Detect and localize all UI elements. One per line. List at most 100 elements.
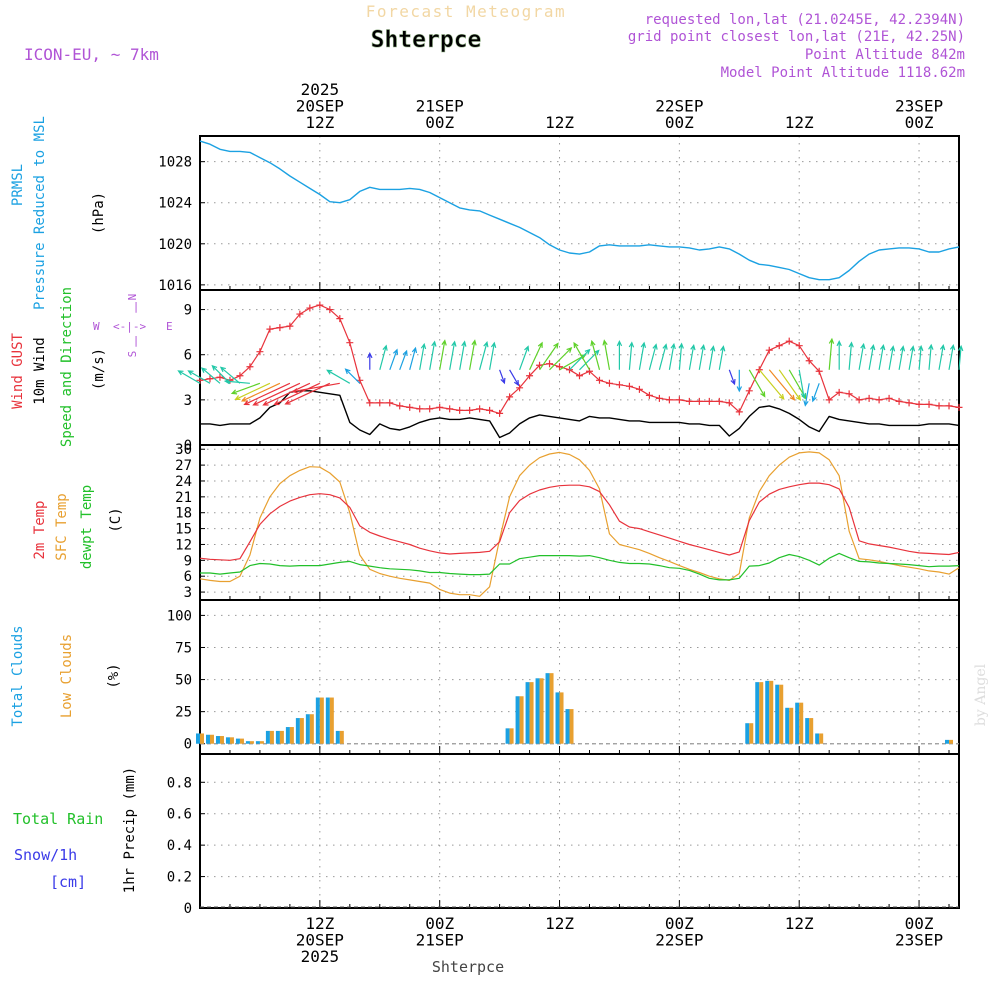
- requested-coords: requested lon,lat (21.0245E, 42.2394N): [645, 12, 965, 28]
- gust-marker: [516, 384, 524, 392]
- low-clouds-bar: [949, 739, 954, 744]
- gust-marker: [236, 372, 244, 380]
- compass-horizontal: <-|->: [113, 320, 146, 333]
- temp-label-2m: 2m Temp: [32, 500, 48, 559]
- total-clouds-bar: [215, 736, 220, 744]
- low-clouds-bar: [319, 697, 324, 744]
- wind-arrow: [758, 369, 785, 400]
- total-clouds-bar: [295, 718, 300, 744]
- wind-arrow: [918, 344, 924, 370]
- wind-arrow: [928, 343, 934, 370]
- wind-arrow: [326, 369, 351, 384]
- wind-arrow: [668, 342, 676, 370]
- low-clouds-bar: [769, 680, 774, 744]
- gust-marker: [246, 363, 254, 371]
- gust-marker: [266, 325, 274, 333]
- gust-marker: [366, 399, 374, 407]
- gust-marker: [326, 306, 334, 314]
- wind-arrow: [459, 340, 467, 370]
- gust-marker: [306, 304, 314, 312]
- low-clouds-bar: [209, 734, 214, 744]
- wind-label-speed-dir: Speed and Direction: [59, 287, 75, 447]
- gust-marker: [426, 405, 434, 413]
- total-clouds-bar: [515, 696, 520, 744]
- wind-arrow: [367, 352, 373, 370]
- wind-arrow: [868, 343, 876, 370]
- temp-ytick-label: 24: [175, 474, 192, 490]
- gust-marker: [486, 406, 494, 414]
- wind-arrow: [519, 345, 530, 371]
- total-clouds-bar: [265, 730, 270, 744]
- bottom-time-label: 22SEP: [655, 931, 703, 950]
- gust-marker: [645, 391, 653, 399]
- total-clouds-bar: [775, 684, 780, 744]
- top-time-label: 22SEP: [655, 97, 703, 116]
- total-clouds-bar: [325, 697, 330, 744]
- gust-marker: [446, 405, 454, 413]
- pressure-frame: [199, 135, 960, 291]
- compass-south: S: [126, 351, 139, 358]
- gust-marker: [785, 337, 793, 345]
- total-clouds-bar: [795, 702, 800, 744]
- wind-arrow: [200, 367, 221, 384]
- compass-west: W: [93, 320, 100, 333]
- total-clouds-bar: [785, 707, 790, 744]
- wind-label-unit: (m/s): [91, 348, 107, 390]
- low-clouds-bar: [229, 737, 234, 744]
- wind-arrow: [628, 341, 635, 370]
- wind-arrow: [559, 354, 587, 371]
- low-clouds-bar: [269, 730, 274, 744]
- wind-arrow: [273, 382, 321, 406]
- wind-arrow: [811, 383, 820, 403]
- low-clouds-bar: [749, 723, 754, 744]
- temp-ytick-label: 3: [184, 585, 192, 601]
- wind-arrow: [858, 342, 866, 370]
- total-clouds-bar: [235, 738, 240, 744]
- gust-marker: [396, 402, 404, 410]
- bottom-time-label: 23SEP: [895, 931, 943, 950]
- pressure-ytick-label: 1020: [158, 237, 192, 253]
- watermark: by Angel: [973, 663, 989, 726]
- dewpt-line: [200, 552, 960, 581]
- temp-ytick-label: 6: [184, 569, 192, 585]
- gust-marker: [745, 387, 753, 395]
- wind-arrow: [948, 343, 956, 370]
- low-clouds-bar: [339, 730, 344, 744]
- wind-arrow: [718, 345, 726, 370]
- total-clouds-bar: [505, 728, 510, 744]
- precip-label-snow: Snow/1h: [14, 846, 77, 864]
- top-time-label: 00Z: [425, 113, 454, 132]
- low-clouds-bar: [299, 718, 304, 744]
- precip-frame: [199, 753, 960, 909]
- wind-arrow: [748, 369, 766, 398]
- wind-arrow: [938, 343, 946, 370]
- precip-ytick-label: 0.6: [167, 807, 192, 823]
- clouds-ytick-label: 50: [175, 673, 192, 689]
- gust-marker: [256, 348, 264, 356]
- wind-ytick-label: 9: [184, 303, 192, 319]
- precip-label-unit: 1hr Precip (mm): [122, 767, 138, 893]
- bottom-time-label: 21SEP: [416, 931, 464, 950]
- total-clouds-bar: [745, 723, 750, 744]
- clouds-label-total: Total Clouds: [10, 625, 26, 726]
- low-clouds-bar: [529, 682, 534, 744]
- wind-frame: [199, 289, 960, 446]
- wind-arrow: [836, 340, 842, 370]
- temp-ytick-label: 18: [175, 506, 192, 522]
- wind-arrow: [243, 382, 291, 406]
- gust-marker: [715, 397, 723, 405]
- gust-marker: [705, 397, 713, 405]
- gust-marker: [675, 396, 683, 404]
- total-clouds-bar: [255, 741, 260, 744]
- wind-arrow: [798, 369, 807, 400]
- gust-marker: [436, 403, 444, 411]
- gust-marker: [296, 310, 304, 318]
- total-clouds-bar: [205, 734, 210, 744]
- pressure-label-prmsl: PRMSL: [10, 164, 26, 206]
- wind-arrow: [828, 337, 835, 370]
- temp-ytick-label: 27: [175, 458, 192, 474]
- low-clouds-bar: [559, 692, 564, 744]
- low-clouds-bar: [219, 736, 224, 744]
